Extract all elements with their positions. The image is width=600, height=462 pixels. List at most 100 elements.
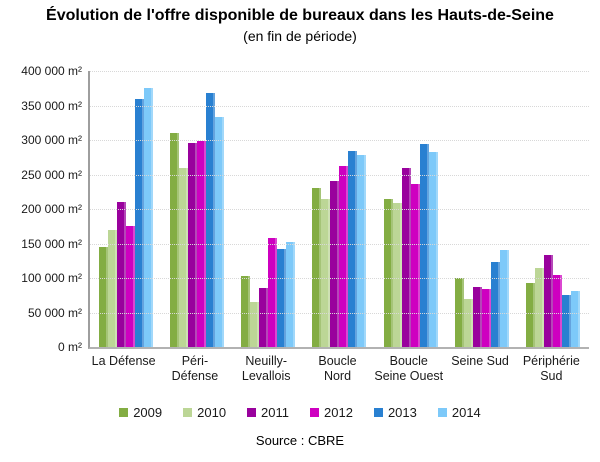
bar-group-neuilly-levallois (233, 71, 304, 347)
bar-2010-boucle-nord (321, 199, 331, 347)
bar-2013-neuilly-levallois (277, 249, 287, 347)
y-axis-labels: 400 000 m² 350 000 m² 300 000 m² 250 000 m²… (0, 65, 82, 353)
gridline-50000 (90, 312, 589, 314)
bar-2009-peripherie-sud (526, 282, 536, 347)
legend-label-2009: 2009 (133, 405, 163, 420)
y-tick-label: 300 000 m² (21, 133, 82, 147)
bar-2014-seine-sud (500, 249, 510, 347)
y-tick-label: 200 000 m² (21, 202, 82, 216)
gridline-100000 (90, 278, 589, 279)
gridline-200000 (90, 209, 589, 210)
y-tick-label: 100 000 m² (21, 271, 82, 285)
x-axis-label-seine-sud: Seine Sud (444, 354, 515, 384)
x-axis-label-boucle-nord: Boucle Nord (302, 354, 373, 384)
y-tick-label: 50 000 m² (27, 305, 82, 320)
legend-label-2011: 2011 (261, 405, 290, 420)
bar-2009-neuilly-levallois (241, 275, 251, 347)
bar-2013-boucle-nord (348, 151, 358, 347)
legend-swatch-2011 (247, 408, 257, 417)
x-axis-label-line: Péri- (181, 354, 209, 368)
gridline-400000 (90, 71, 589, 72)
bar-2014-la-defense (143, 87, 153, 347)
gridline-300000 (90, 140, 589, 141)
bar-2013-seine-sud (491, 262, 501, 347)
gridline-350000 (90, 105, 589, 107)
bar-2011-neuilly-levallois (259, 287, 269, 347)
x-axis-label-line: La Défense (91, 354, 156, 368)
legend-item-2012: 2012 (310, 405, 353, 420)
plot-area (88, 71, 589, 349)
x-axis-label-line: Sud (540, 368, 563, 383)
x-axis-label-line: Seine Ouest (374, 368, 444, 383)
x-axis-label-line: Neuilly- (245, 354, 288, 368)
legend: 2009 2010 2011 2012 2013 2014 (0, 405, 600, 420)
bar-2013-la-defense (134, 98, 144, 347)
y-tick-label: 150 000 m² (21, 236, 82, 251)
bar-2011-boucle-nord (330, 180, 340, 347)
bar-2014-peri-defense (214, 117, 224, 347)
legend-label-2010: 2010 (197, 405, 227, 420)
legend-item-2013: 2013 (373, 405, 417, 420)
bar-2011-peripherie-sud (544, 254, 554, 347)
y-tick-label: 400 000 m² (21, 64, 82, 78)
x-axis-label-line: Levallois (241, 368, 291, 383)
bar-group-boucle-nord (304, 71, 375, 347)
legend-label-2014: 2014 (451, 405, 481, 420)
legend-swatch-2012 (310, 408, 320, 417)
y-tick-label: 250 000 m² (21, 167, 82, 182)
bar-2012-peripherie-sud (553, 274, 563, 347)
bar-2010-la-defense (107, 229, 117, 347)
gridline-250000 (90, 174, 589, 176)
bar-2012-neuilly-levallois (268, 237, 278, 347)
legend-item-2009: 2009 (119, 405, 162, 420)
bar-2014-peripherie-sud (571, 291, 581, 347)
source-text: Source : CBRE (255, 433, 345, 448)
bar-2010-neuilly-levallois (250, 302, 260, 347)
x-axis-label-line: Boucle (389, 354, 428, 368)
gridline-150000 (90, 243, 589, 245)
bar-group-boucle-seine-ouest (375, 71, 446, 347)
bar-2014-neuilly-levallois (286, 242, 296, 347)
x-axis-label-line: Nord (323, 368, 352, 383)
bar-2010-peri-defense (178, 168, 188, 347)
legend-swatch-2014 (437, 408, 447, 417)
legend-item-2014: 2014 (437, 405, 481, 420)
bar-group-la-defense (90, 71, 161, 347)
legend-label-2013: 2013 (387, 405, 417, 420)
bar-2011-boucle-seine-ouest (401, 167, 411, 347)
y-tick-label: 0 m² (58, 340, 82, 354)
x-axis-label-boucle-seine-ouest: Boucle Seine Ouest (373, 354, 444, 384)
x-axis-label-line: Boucle (318, 354, 357, 368)
bar-2012-seine-sud (482, 289, 492, 347)
x-axis-labels: La Défense Péri- Défense Neuilly- Levallois B… (88, 354, 587, 384)
bar-group-peripherie-sud (518, 71, 589, 347)
bar-2009-boucle-nord (312, 188, 322, 347)
x-axis-label-line: Défense (171, 368, 219, 383)
bar-2010-seine-sud (464, 299, 474, 347)
bar-2010-peripherie-sud (535, 267, 545, 347)
bar-2011-la-defense (116, 202, 126, 347)
x-axis-label-peri-defense: Péri- Défense (159, 354, 230, 384)
y-tick-label: 350 000 m² (21, 98, 82, 113)
bar-2014-boucle-nord (357, 155, 367, 347)
legend-swatch-2009 (119, 408, 129, 417)
chart-subtitle: (en fin de période) (243, 28, 357, 44)
bar-2013-peri-defense (205, 93, 215, 347)
bar-2012-boucle-nord (339, 165, 349, 347)
legend-swatch-2010 (183, 408, 193, 417)
bar-2011-seine-sud (473, 286, 483, 347)
bar-2012-boucle-seine-ouest (410, 184, 420, 347)
bar-2009-peri-defense (169, 133, 179, 347)
page-title: Évolution de l'offre disponible de burea… (46, 7, 554, 24)
x-axis-label-la-defense: La Défense (88, 354, 159, 384)
legend-label-2012: 2012 (324, 405, 353, 420)
x-axis-label-line: Périphérie (522, 354, 580, 368)
bar-2010-boucle-seine-ouest (392, 202, 402, 347)
legend-swatch-2013 (373, 408, 383, 417)
legend-item-2010: 2010 (183, 405, 226, 420)
legend-item-2011: 2011 (247, 405, 289, 420)
bar-2011-peri-defense (187, 142, 197, 347)
bar-2012-la-defense (125, 226, 135, 347)
x-axis-label-peripherie-sud: Périphérie Sud (516, 354, 587, 384)
